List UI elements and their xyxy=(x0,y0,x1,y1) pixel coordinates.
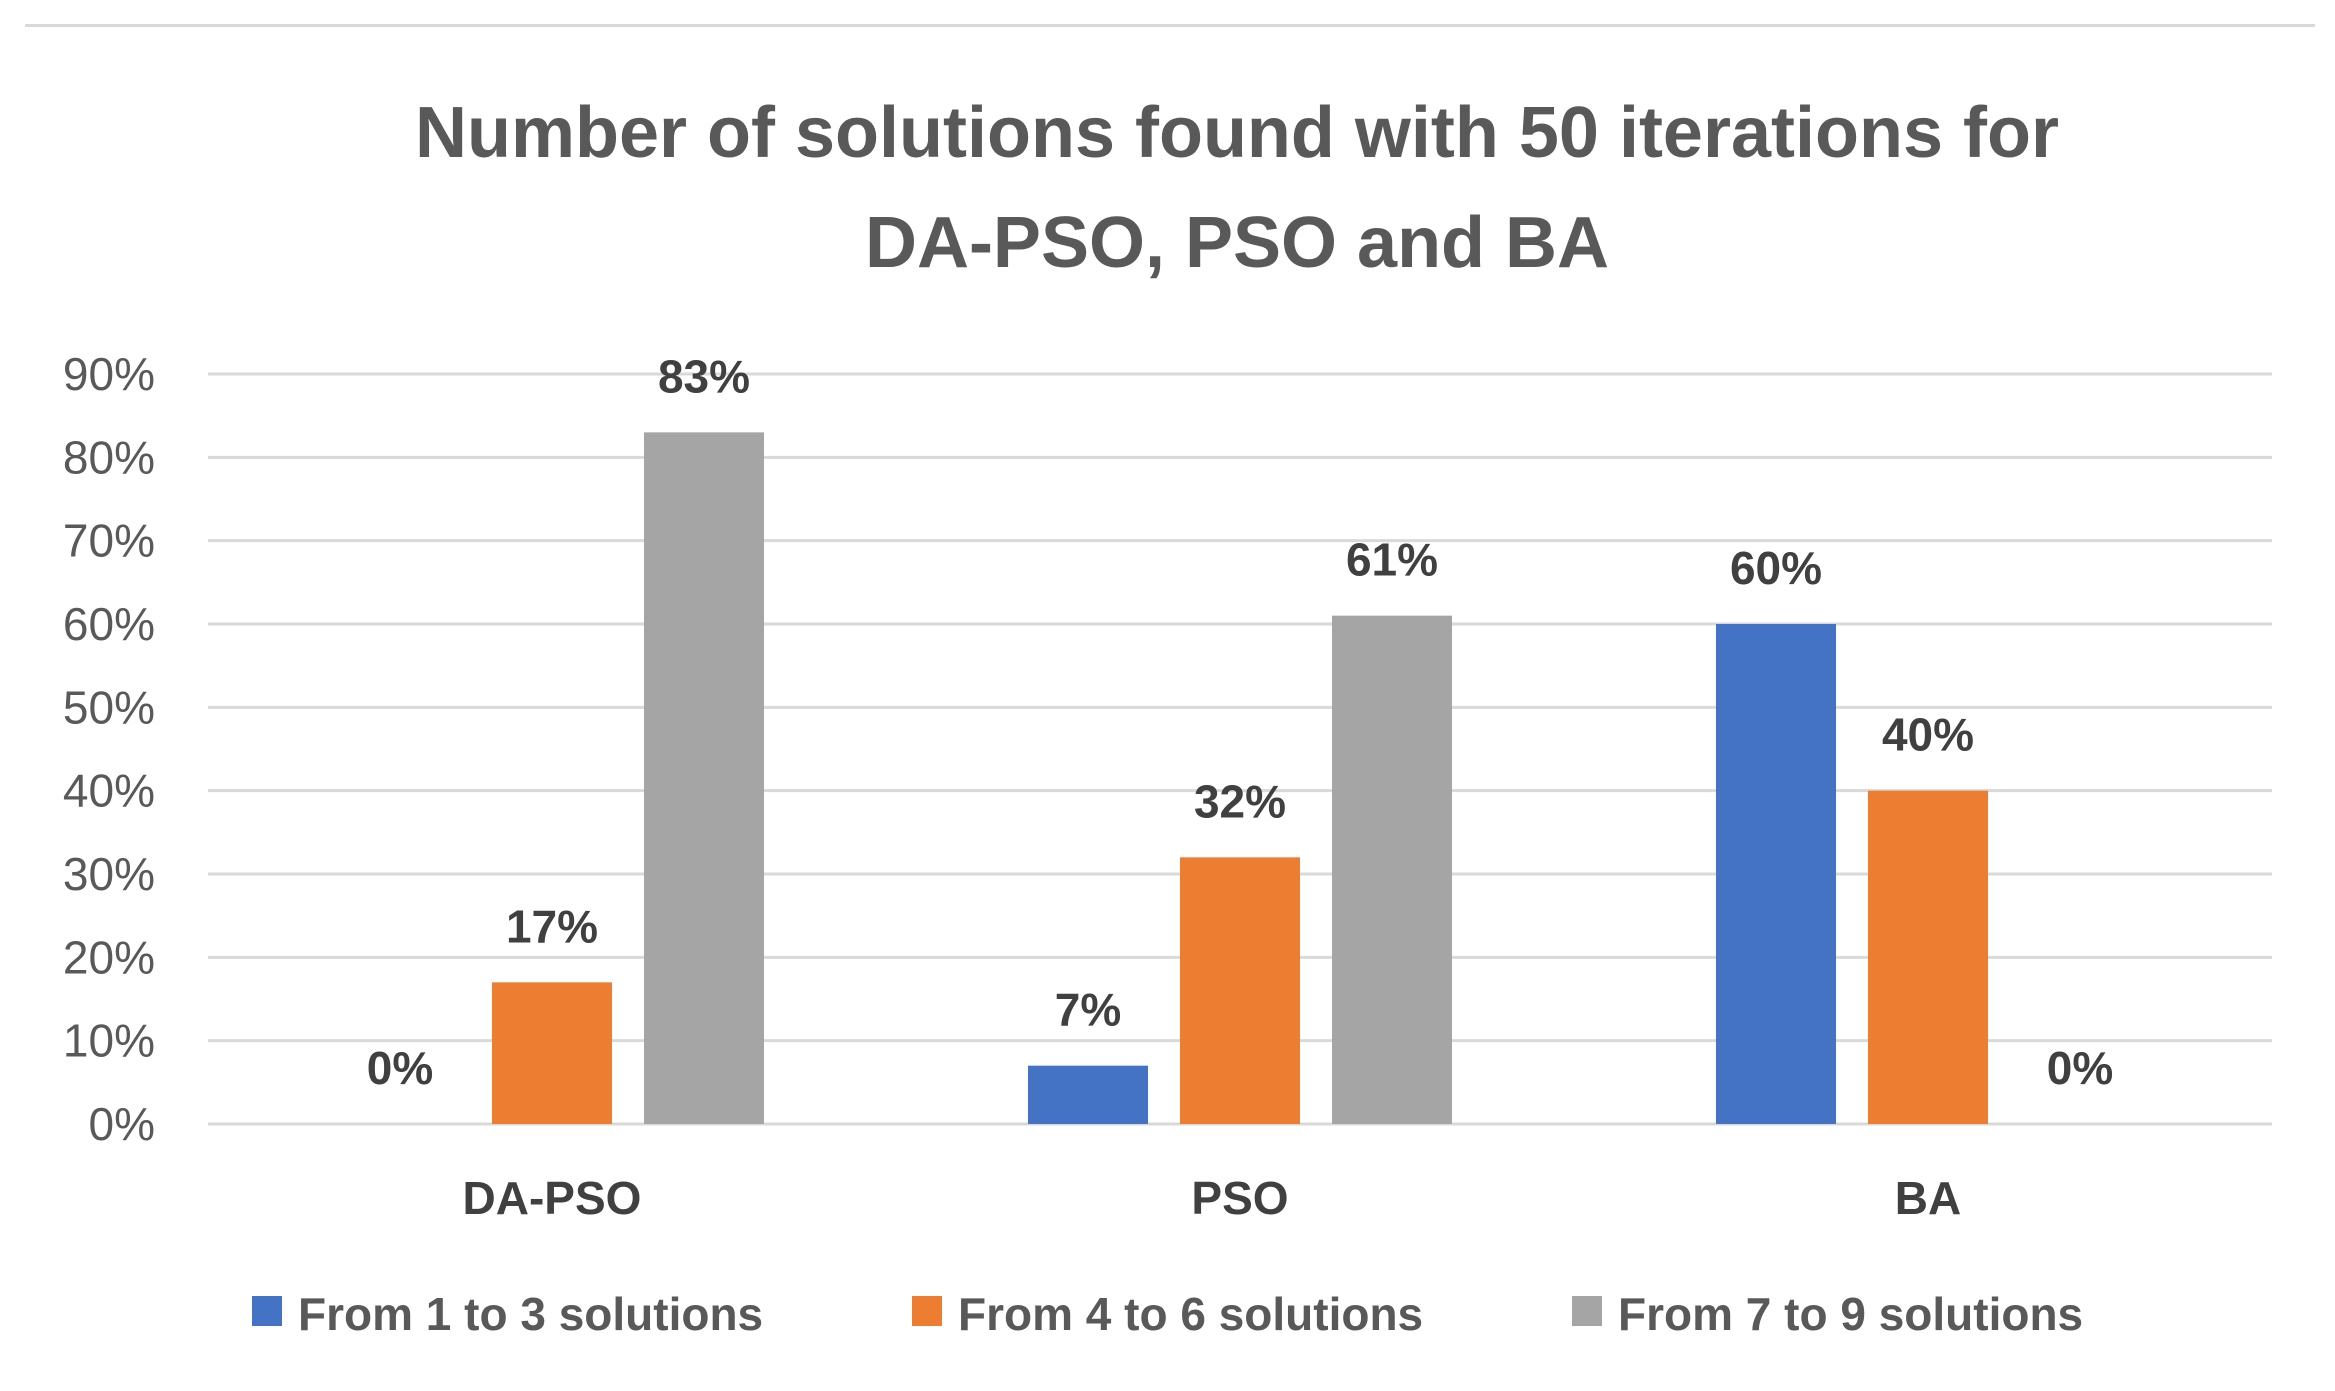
legend-label: From 4 to 6 solutions xyxy=(958,1288,1423,1340)
bar xyxy=(1868,790,1988,1124)
legend-label: From 7 to 9 solutions xyxy=(1618,1288,2083,1340)
data-label: 40% xyxy=(1882,709,1974,761)
y-tick-label: 20% xyxy=(63,931,155,983)
bar xyxy=(1180,857,1300,1124)
y-tick-label: 10% xyxy=(63,1015,155,1067)
x-axis-category-labels: DA-PSO PSO BA xyxy=(463,1172,1962,1224)
data-label: 60% xyxy=(1730,542,1822,594)
data-label: 0% xyxy=(367,1042,433,1094)
y-axis-tick-labels: 0% 10% 20% 30% 40% 50% 60% 70% 80% 90% xyxy=(63,348,155,1150)
top-border-line xyxy=(25,24,2315,27)
bar xyxy=(1028,1065,1148,1124)
y-tick-label: 90% xyxy=(63,348,155,400)
data-label: 0% xyxy=(2047,1042,2113,1094)
data-label: 32% xyxy=(1194,775,1286,827)
x-category-label: PSO xyxy=(1191,1172,1288,1224)
y-tick-label: 70% xyxy=(63,515,155,567)
data-label: 83% xyxy=(658,350,750,402)
x-category-label: DA-PSO xyxy=(463,1172,642,1224)
data-label: 61% xyxy=(1346,534,1438,586)
bars xyxy=(492,432,1988,1124)
y-tick-label: 80% xyxy=(63,431,155,483)
legend-label: From 1 to 3 solutions xyxy=(298,1288,763,1340)
bar xyxy=(492,982,612,1124)
data-labels: 0% 17% 83% 7% 32% 61% 60% 40% 0% xyxy=(367,350,2113,1094)
legend-swatch xyxy=(1572,1296,1602,1326)
y-tick-label: 0% xyxy=(89,1098,155,1150)
bar xyxy=(1716,624,1836,1124)
y-tick-label: 60% xyxy=(63,598,155,650)
chart-title-line-1: Number of solutions found with 50 iterat… xyxy=(415,93,2059,173)
data-label: 7% xyxy=(1055,984,1121,1036)
chart-title-line-2: DA-PSO, PSO and BA xyxy=(865,203,1609,283)
legend-swatch xyxy=(252,1296,282,1326)
y-tick-label: 40% xyxy=(63,765,155,817)
y-tick-label: 50% xyxy=(63,681,155,733)
bar xyxy=(1332,615,1452,1124)
y-tick-label: 30% xyxy=(63,848,155,900)
x-category-label: BA xyxy=(1895,1172,1961,1224)
data-label: 17% xyxy=(506,900,598,952)
legend: From 1 to 3 solutions From 4 to 6 solutio… xyxy=(252,1288,2083,1340)
chart-title: Number of solutions found with 50 iterat… xyxy=(415,93,2059,283)
legend-swatch xyxy=(912,1296,942,1326)
bar xyxy=(644,432,764,1124)
